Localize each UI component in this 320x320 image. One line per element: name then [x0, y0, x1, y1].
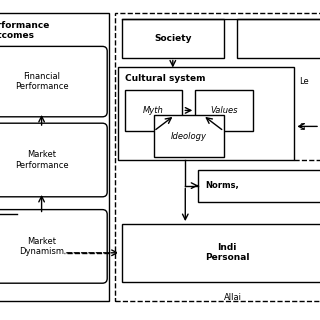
Bar: [195, 90, 253, 131]
Text: Norms,: Norms,: [205, 181, 238, 190]
Text: Market
Dynamism: Market Dynamism: [19, 237, 64, 256]
Text: Financial
Performance: Financial Performance: [15, 72, 68, 91]
Bar: [122, 19, 224, 58]
Bar: [237, 19, 320, 58]
Text: Allai: Allai: [224, 293, 242, 302]
Bar: [154, 115, 224, 157]
Text: Myth: Myth: [143, 106, 164, 115]
Text: Cultural system: Cultural system: [125, 74, 205, 83]
Bar: [118, 67, 294, 160]
Bar: [198, 170, 320, 202]
Text: S: S: [299, 123, 304, 132]
FancyBboxPatch shape: [0, 210, 107, 283]
Text: Market
Performance: Market Performance: [15, 150, 68, 170]
FancyBboxPatch shape: [0, 123, 107, 197]
Bar: [0, 13, 109, 301]
Text: Indi
Personal: Indi Personal: [205, 243, 250, 262]
Text: Performance
Outcomes: Performance Outcomes: [0, 21, 49, 40]
Bar: [125, 90, 182, 131]
Text: Values: Values: [210, 106, 238, 115]
Text: Ideology: Ideology: [171, 132, 207, 140]
Text: Society: Society: [154, 34, 192, 43]
FancyBboxPatch shape: [0, 46, 107, 117]
Bar: [122, 224, 320, 282]
Text: Le: Le: [299, 77, 309, 86]
Bar: [115, 13, 320, 301]
